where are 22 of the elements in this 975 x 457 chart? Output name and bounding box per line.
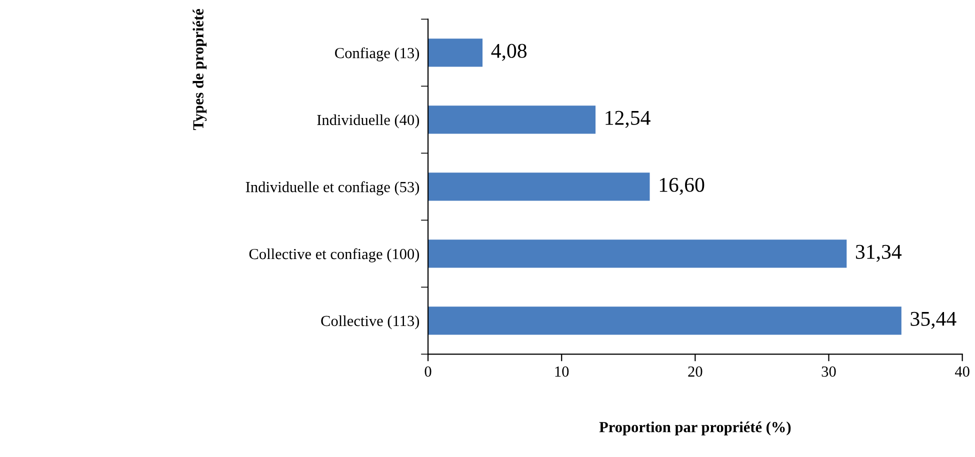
bar xyxy=(428,38,483,67)
x-tick-label: 40 xyxy=(954,366,970,377)
x-tick-label: 20 xyxy=(688,366,702,377)
y-tick-label: Collective (113) xyxy=(321,315,420,330)
y-tick-label: Individuelle et confiage (53) xyxy=(246,181,420,196)
bar xyxy=(428,240,847,268)
bar xyxy=(428,306,902,335)
y-tick-label: Confiage (13) xyxy=(335,47,420,62)
data-label: 31,34 xyxy=(856,244,902,262)
y-tick-label: Collective et confiage (100) xyxy=(249,248,420,262)
x-tick-label: 10 xyxy=(555,366,569,377)
data-label: 35,44 xyxy=(910,312,956,329)
data-label: 12,54 xyxy=(606,110,650,128)
x-tick-label: 0 xyxy=(424,366,432,377)
x-tick-label: 30 xyxy=(822,366,836,377)
y-tick-label: Individuelle (40) xyxy=(317,114,420,128)
bar xyxy=(428,106,596,134)
y-axis-title: Types de propriété xyxy=(192,9,207,130)
data-label: 16,60 xyxy=(660,178,704,195)
x-axis-title: Proportion par propriété (%) xyxy=(599,422,791,436)
bar xyxy=(428,172,650,201)
data-label: 4,08 xyxy=(491,44,527,61)
